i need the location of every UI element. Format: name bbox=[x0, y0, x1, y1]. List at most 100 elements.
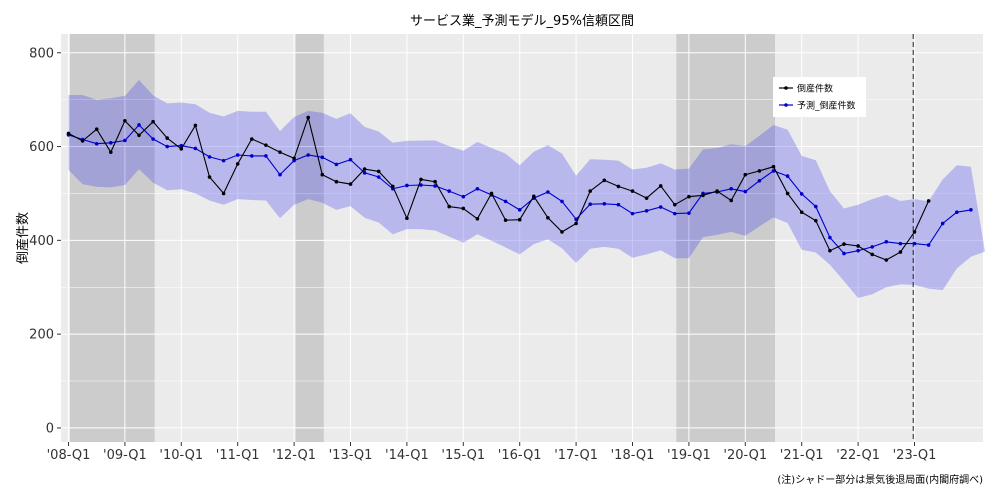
x-tick-label: '09-Q1 bbox=[103, 448, 147, 463]
recession-band-1 bbox=[295, 34, 324, 442]
chart-title: サービス業_予測モデル_95%信頼区間 bbox=[410, 13, 634, 29]
data-point-forecast bbox=[207, 155, 212, 159]
y-tick-label: 400 bbox=[29, 234, 54, 249]
legend-marker-forecast bbox=[784, 103, 788, 107]
data-point-actual bbox=[179, 147, 184, 151]
data-point-actual bbox=[673, 202, 677, 207]
data-point-actual bbox=[630, 189, 635, 193]
data-point-actual bbox=[250, 137, 254, 141]
data-point-actual bbox=[898, 250, 903, 254]
legend-box bbox=[773, 77, 866, 117]
data-point-forecast bbox=[588, 202, 592, 207]
data-point-forecast bbox=[306, 153, 311, 157]
data-point-forecast bbox=[376, 175, 381, 179]
data-point-actual bbox=[715, 189, 719, 193]
data-point-actual bbox=[405, 216, 409, 221]
data-point-forecast bbox=[630, 211, 635, 216]
data-point-actual bbox=[602, 178, 607, 183]
data-point-forecast bbox=[602, 201, 607, 206]
data-point-actual bbox=[137, 133, 141, 138]
data-point-actual bbox=[433, 179, 437, 184]
data-point-forecast bbox=[870, 245, 874, 249]
data-point-forecast bbox=[433, 184, 437, 188]
data-point-forecast bbox=[546, 190, 550, 194]
data-point-forecast bbox=[884, 239, 889, 244]
x-tick-label: '18-Q1 bbox=[611, 448, 655, 463]
y-tick-label: 0 bbox=[46, 421, 54, 436]
data-point-actual bbox=[264, 143, 268, 147]
data-point-actual bbox=[151, 119, 155, 124]
confidence-band bbox=[68, 80, 985, 298]
data-point-actual bbox=[376, 169, 381, 174]
data-point-actual bbox=[207, 175, 212, 179]
data-point-actual bbox=[334, 179, 339, 184]
data-point-actual bbox=[447, 204, 452, 209]
data-point-forecast bbox=[814, 204, 818, 209]
data-point-forecast bbox=[419, 183, 423, 187]
data-point-actual bbox=[856, 244, 860, 248]
data-point-forecast bbox=[109, 141, 113, 145]
data-point-forecast bbox=[799, 192, 804, 196]
legend-marker-actual bbox=[784, 86, 788, 90]
data-point-forecast bbox=[503, 199, 508, 204]
data-point-actual bbox=[461, 206, 466, 211]
data-point-forecast bbox=[842, 251, 846, 256]
y-axis-label: 倒産件数 bbox=[15, 212, 31, 264]
series-lines bbox=[66, 115, 973, 262]
data-point-actual bbox=[489, 191, 494, 196]
legend-label-forecast: 予測_倒産件数 bbox=[797, 100, 856, 112]
data-point-forecast bbox=[235, 153, 240, 157]
data-point-forecast bbox=[940, 221, 945, 226]
data-point-actual bbox=[814, 218, 818, 223]
data-point-forecast bbox=[828, 235, 832, 240]
data-point-actual bbox=[574, 221, 578, 226]
data-point-actual bbox=[588, 189, 592, 193]
data-point-actual bbox=[419, 177, 423, 182]
data-point-actual bbox=[701, 193, 705, 198]
data-point-forecast bbox=[123, 138, 127, 143]
data-point-actual bbox=[348, 182, 353, 186]
data-point-actual bbox=[644, 196, 649, 200]
data-point-actual bbox=[193, 123, 198, 128]
data-point-actual bbox=[221, 191, 226, 196]
data-point-actual bbox=[842, 242, 846, 246]
data-point-forecast bbox=[616, 202, 621, 207]
x-tick-label: '11-Q1 bbox=[216, 448, 260, 463]
data-point-actual bbox=[884, 258, 889, 262]
data-point-actual bbox=[870, 252, 874, 257]
data-point-actual bbox=[560, 230, 564, 234]
data-point-forecast bbox=[673, 211, 677, 216]
data-point-actual bbox=[503, 218, 508, 222]
legend-label-actual: 倒産件数 bbox=[797, 83, 833, 95]
recession-band-2 bbox=[676, 34, 775, 442]
data-point-actual bbox=[658, 184, 663, 188]
data-point-forecast bbox=[687, 211, 691, 215]
data-point-actual bbox=[391, 184, 395, 189]
data-point-actual bbox=[94, 127, 99, 131]
data-point-forecast bbox=[856, 248, 860, 253]
recession-shading bbox=[70, 34, 775, 442]
x-tick-label: '14-Q1 bbox=[385, 448, 429, 463]
data-point-actual bbox=[743, 172, 748, 177]
data-point-forecast bbox=[250, 154, 254, 158]
data-point-forecast bbox=[743, 189, 748, 194]
data-point-actual bbox=[912, 230, 917, 234]
data-point-forecast bbox=[898, 241, 903, 246]
data-point-forecast bbox=[969, 208, 973, 212]
data-point-forecast bbox=[785, 174, 790, 178]
data-point-forecast bbox=[771, 169, 776, 173]
data-point-actual bbox=[320, 172, 325, 177]
data-point-actual bbox=[687, 194, 691, 199]
data-point-actual bbox=[517, 217, 522, 222]
data-point-actual bbox=[828, 248, 832, 253]
x-tick-label: '22-Q1 bbox=[836, 448, 880, 463]
data-point-forecast bbox=[757, 178, 762, 183]
data-point-forecast bbox=[405, 183, 409, 188]
grid-lines bbox=[61, 34, 983, 442]
data-point-actual bbox=[475, 216, 480, 221]
legend: 倒産件数 予測_倒産件数 bbox=[773, 77, 866, 117]
data-point-forecast bbox=[447, 189, 452, 193]
footnote: (注)シャドー部分は景気後退局面(内閣府調べ) bbox=[777, 473, 983, 486]
